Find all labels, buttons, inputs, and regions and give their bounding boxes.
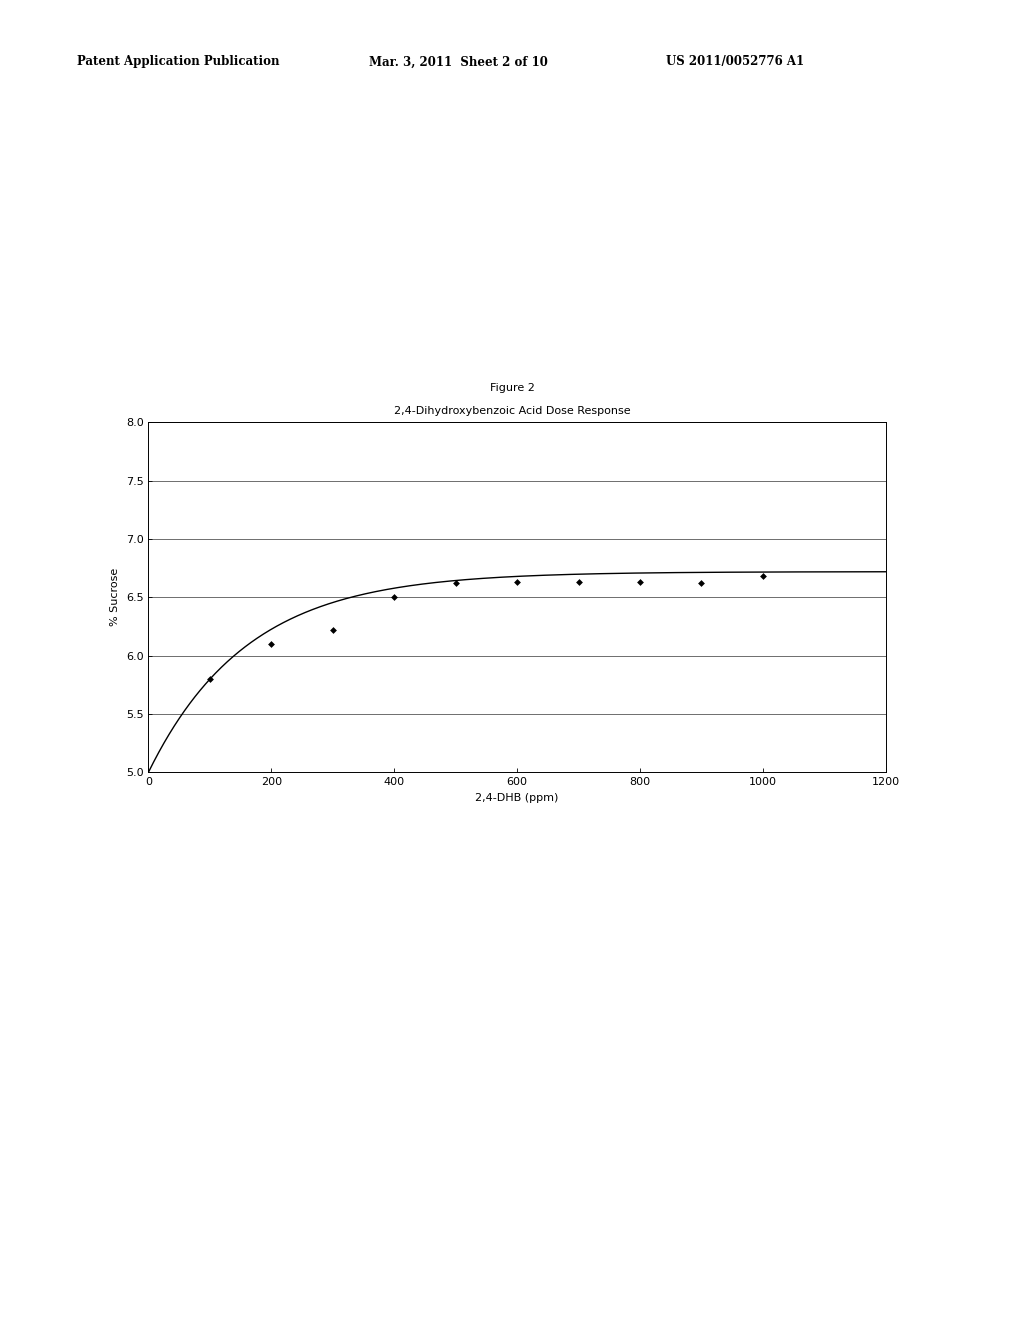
Point	[570, 572, 587, 593]
Text: 2,4-Dihydroxybenzoic Acid Dose Response: 2,4-Dihydroxybenzoic Acid Dose Response	[393, 405, 631, 416]
Point	[325, 619, 341, 640]
Point	[386, 586, 402, 607]
X-axis label: 2,4-DHB (ppm): 2,4-DHB (ppm)	[475, 792, 559, 803]
Text: Patent Application Publication: Patent Application Publication	[77, 55, 280, 69]
Point	[693, 573, 710, 594]
Text: Figure 2: Figure 2	[489, 383, 535, 393]
Point	[755, 566, 771, 587]
Point	[632, 572, 648, 593]
Text: US 2011/0052776 A1: US 2011/0052776 A1	[666, 55, 804, 69]
Text: Mar. 3, 2011  Sheet 2 of 10: Mar. 3, 2011 Sheet 2 of 10	[369, 55, 548, 69]
Point	[202, 668, 218, 689]
Point	[509, 572, 525, 593]
Y-axis label: % Sucrose: % Sucrose	[111, 568, 120, 627]
Point	[447, 573, 464, 594]
Point	[263, 634, 280, 655]
